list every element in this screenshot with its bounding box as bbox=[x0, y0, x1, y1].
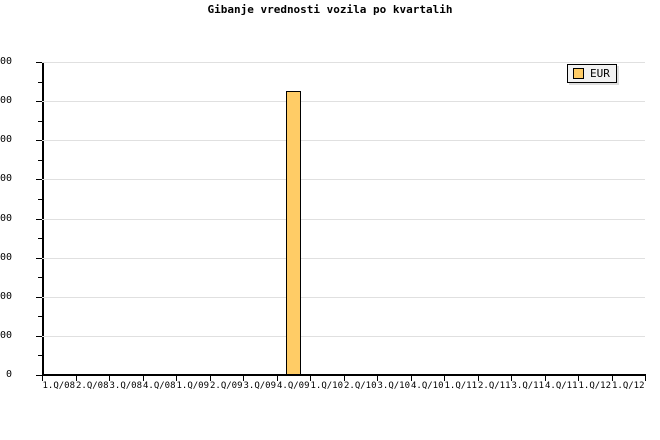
x-axis-tick bbox=[377, 376, 378, 381]
x-axis-tick bbox=[578, 376, 579, 381]
y-axis-label: 500 bbox=[0, 173, 12, 185]
gridline bbox=[42, 335, 645, 337]
x-axis-label: 4.Q/09 bbox=[276, 381, 310, 391]
y-axis-label: 300 bbox=[0, 251, 12, 263]
x-axis-label: 4.Q/11 bbox=[544, 381, 578, 391]
y-axis-tick-minor bbox=[38, 159, 42, 161]
y-axis-tick-minor bbox=[38, 238, 42, 240]
x-axis-line bbox=[42, 374, 646, 376]
y-axis-label: 0 bbox=[5, 369, 12, 380]
x-axis-label: 4.Q/08 bbox=[142, 381, 176, 391]
x-axis-tick bbox=[109, 376, 110, 381]
gridline bbox=[42, 179, 645, 181]
gridline bbox=[42, 257, 645, 259]
x-axis-label: 1.Q/09 bbox=[176, 381, 209, 391]
y-axis-label: 100 bbox=[0, 329, 12, 341]
x-axis-tick bbox=[478, 376, 479, 381]
x-axis-tick bbox=[344, 376, 345, 381]
y-axis-tick-major bbox=[36, 101, 42, 103]
x-axis-tick bbox=[176, 376, 177, 381]
x-axis-tick bbox=[277, 376, 278, 381]
y-axis-tick-minor bbox=[38, 120, 42, 122]
y-axis-label: 400 bbox=[0, 212, 12, 224]
x-axis-label: 3.Q/09 bbox=[243, 381, 276, 391]
x-axis-label: 4.Q/10 bbox=[410, 381, 444, 391]
x-axis-label: 1.Q/11 bbox=[444, 381, 477, 391]
y-axis-tick-minor bbox=[38, 277, 42, 279]
x-axis-tick bbox=[243, 376, 244, 381]
y-axis-label: 200 bbox=[0, 290, 12, 302]
x-axis-tick bbox=[645, 376, 646, 381]
chart-title: Gibanje vrednosti vozila po kvartalih bbox=[207, 3, 453, 16]
y-axis-tick-minor bbox=[38, 198, 42, 200]
x-axis-label: 2.Q/10 bbox=[343, 381, 377, 391]
gridline bbox=[42, 140, 645, 142]
x-axis-label: 3.Q/08 bbox=[109, 381, 142, 391]
x-axis-tick bbox=[143, 376, 144, 381]
x-axis-tick bbox=[210, 376, 211, 381]
y-axis-tick-minor bbox=[38, 355, 42, 357]
x-axis-tick bbox=[612, 376, 613, 381]
x-axis-label: 3.Q/10 bbox=[377, 381, 410, 391]
y-axis-tick-major bbox=[36, 140, 42, 142]
y-axis-tick-major bbox=[36, 62, 42, 63]
x-axis-tick bbox=[511, 376, 512, 381]
x-axis-label: 2.Q/09 bbox=[209, 381, 243, 391]
gridline bbox=[42, 296, 645, 298]
gridline bbox=[42, 101, 645, 103]
y-axis-tick-major bbox=[36, 335, 42, 337]
y-axis-tick-major bbox=[36, 375, 42, 376]
x-axis-label: 1.Q/10 bbox=[310, 381, 343, 391]
legend[interactable]: EUR bbox=[567, 64, 617, 83]
legend-label-eur: EUR bbox=[590, 67, 610, 80]
x-axis-tick bbox=[411, 376, 412, 381]
x-axis-tick bbox=[42, 376, 43, 381]
x-axis-label: 1.Q/12 bbox=[611, 381, 645, 391]
x-axis-label: 3.Q/11 bbox=[511, 381, 544, 391]
y-axis-label: 700 bbox=[0, 95, 12, 107]
gridline bbox=[42, 62, 645, 63]
x-axis-label: 2.Q/11 bbox=[477, 381, 511, 391]
x-axis-label: 2.Q/08 bbox=[75, 381, 109, 391]
y-axis-tick-major bbox=[36, 218, 42, 220]
y-axis-label: 800 bbox=[0, 56, 12, 67]
y-axis-tick-major bbox=[36, 296, 42, 298]
x-axis-tick bbox=[545, 376, 546, 381]
bar[interactable] bbox=[285, 90, 301, 375]
y-axis-tick-minor bbox=[38, 81, 42, 83]
legend-swatch-eur bbox=[573, 68, 584, 79]
x-axis-tick bbox=[444, 376, 445, 381]
y-axis-tick-major bbox=[36, 179, 42, 181]
x-axis-label: 1.Q/08 bbox=[42, 381, 75, 391]
plot-area bbox=[36, 62, 645, 376]
x-axis-label: 1.Q/12 bbox=[578, 381, 611, 391]
x-axis-tick bbox=[76, 376, 77, 381]
x-axis-tick bbox=[310, 376, 311, 381]
y-axis-label: 600 bbox=[0, 134, 12, 146]
y-axis-tick-major bbox=[36, 257, 42, 259]
y-axis-tick-minor bbox=[38, 316, 42, 318]
gridline bbox=[42, 218, 645, 220]
